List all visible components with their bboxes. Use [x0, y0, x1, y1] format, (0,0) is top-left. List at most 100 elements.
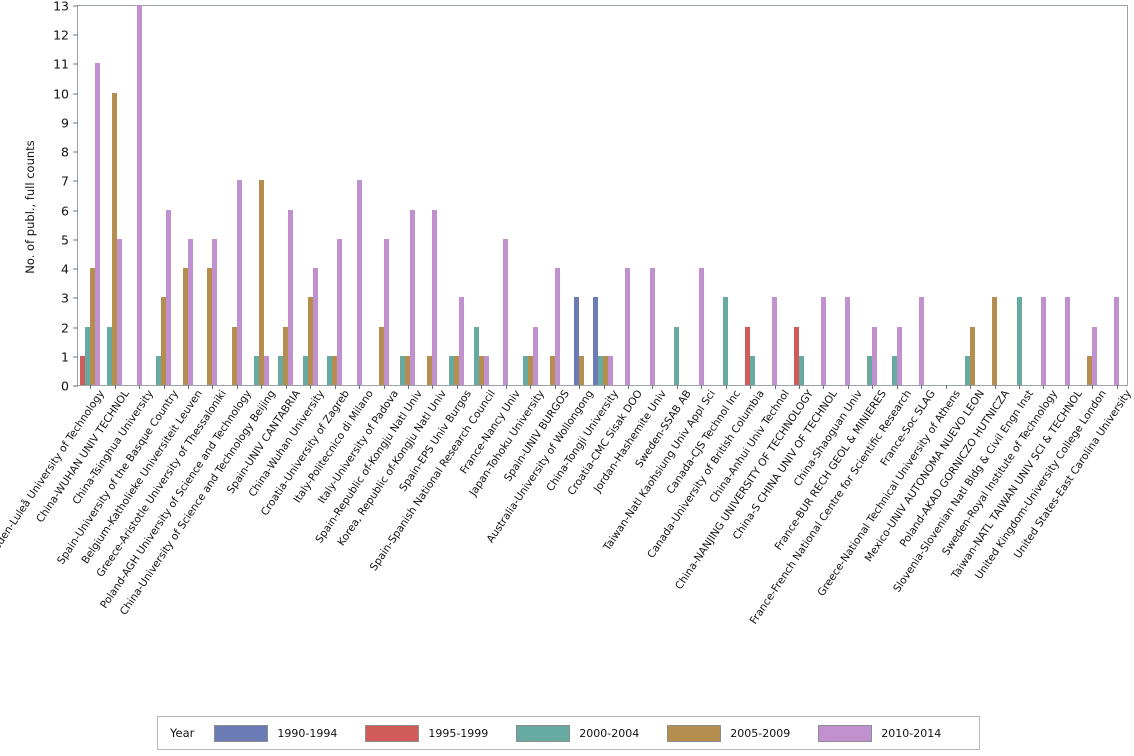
- x-axis-tick-mark: [187, 385, 189, 389]
- bar-group: [102, 6, 126, 385]
- x-axis-tick-mark: [310, 385, 312, 389]
- bar-group: [151, 6, 175, 385]
- bar-group: [494, 6, 518, 385]
- x-axis-tick-mark: [261, 385, 263, 389]
- bar-group: [1031, 6, 1055, 385]
- y-axis-tick-label: 3: [61, 290, 69, 306]
- x-axis-tick-mark: [481, 385, 483, 389]
- bar-group: [762, 6, 786, 385]
- y-axis-title: No. of publ., full counts: [23, 140, 37, 274]
- x-axis-tick-mark: [750, 385, 752, 389]
- bar-group: [347, 6, 371, 385]
- bar-group: [200, 6, 224, 385]
- bar-group: [396, 6, 420, 385]
- bar: [432, 209, 438, 385]
- y-axis-tick-label: 0: [61, 378, 69, 394]
- x-axis-tick-mark: [285, 385, 287, 389]
- y-axis-tick-mark: [73, 151, 78, 153]
- bar: [1114, 297, 1120, 385]
- y-axis-tick-label: 4: [61, 261, 69, 277]
- bar: [258, 180, 264, 385]
- y-axis-tick-mark: [73, 5, 78, 7]
- legend-label: 1990-1994: [277, 726, 338, 740]
- legend-item[interactable]: 1995-1999: [365, 724, 488, 742]
- bar: [674, 326, 680, 385]
- legend-item[interactable]: 1990-1994: [214, 724, 338, 742]
- bar: [820, 297, 826, 385]
- x-axis-tick-mark: [725, 385, 727, 389]
- bar-group: [176, 6, 200, 385]
- bar: [799, 355, 805, 385]
- bar-group: [371, 6, 395, 385]
- bar-group: [787, 6, 811, 385]
- x-axis-tick-mark: [407, 385, 409, 389]
- bar: [625, 268, 631, 385]
- bar: [549, 355, 555, 385]
- bar: [532, 326, 538, 385]
- x-axis-tick-mark: [676, 385, 678, 389]
- bar: [236, 180, 242, 385]
- x-axis-tick-mark: [359, 385, 361, 389]
- bar: [750, 355, 756, 385]
- bar: [965, 355, 971, 385]
- bar: [302, 355, 308, 385]
- x-axis-tick-mark: [799, 385, 801, 389]
- y-axis-tick-label: 6: [61, 203, 69, 219]
- legend-item[interactable]: 2005-2009: [667, 724, 791, 742]
- legend-item[interactable]: 2010-2014: [818, 724, 942, 742]
- legend-item[interactable]: 2000-2004: [516, 724, 639, 742]
- legend-swatch: [214, 724, 269, 742]
- bar: [449, 355, 455, 385]
- bar-group: [298, 6, 322, 385]
- bar: [312, 268, 318, 385]
- bar: [107, 326, 113, 385]
- bar-group: [225, 6, 249, 385]
- bar: [970, 326, 976, 385]
- bar: [649, 268, 655, 385]
- x-axis-tick-mark: [579, 385, 581, 389]
- bar: [1016, 297, 1022, 385]
- bar: [327, 355, 333, 385]
- y-axis-tick-mark: [73, 385, 78, 387]
- y-axis-tick-label: 8: [61, 144, 69, 160]
- bar: [603, 355, 609, 385]
- bar-group: [982, 6, 1006, 385]
- bar: [918, 297, 924, 385]
- bar: [378, 326, 384, 385]
- y-axis-tick-label: 2: [61, 320, 69, 336]
- bar: [554, 268, 560, 385]
- bar: [356, 180, 362, 385]
- x-axis-tick-mark: [334, 385, 336, 389]
- bar-group: [958, 6, 982, 385]
- legend-label: 2010-2014: [881, 726, 942, 740]
- bar: [522, 355, 528, 385]
- bar: [283, 326, 289, 385]
- x-axis-tick-mark: [1043, 385, 1045, 389]
- bar: [112, 92, 118, 385]
- bar-group: [713, 6, 737, 385]
- legend-swatch: [818, 724, 873, 742]
- y-axis-tick-mark: [73, 297, 78, 299]
- x-axis-tick-mark: [627, 385, 629, 389]
- bar: [161, 297, 167, 385]
- x-axis-tick-mark: [994, 385, 996, 389]
- x-axis-tick-mark: [847, 385, 849, 389]
- bar: [896, 326, 902, 385]
- bar-group: [78, 6, 102, 385]
- bar: [231, 326, 237, 385]
- bar: [772, 297, 778, 385]
- bar-group: [616, 6, 640, 385]
- x-axis-tick-mark: [1067, 385, 1069, 389]
- x-axis-tick-mark: [456, 385, 458, 389]
- bar: [745, 326, 751, 385]
- x-axis-tick-mark: [90, 385, 92, 389]
- y-axis-tick-mark: [73, 180, 78, 182]
- legend-label: 2005-2009: [730, 726, 791, 740]
- bar: [95, 63, 101, 385]
- bar: [405, 355, 411, 385]
- bar-group: [885, 6, 909, 385]
- bar-group: [836, 6, 860, 385]
- bar: [1040, 297, 1046, 385]
- bar: [459, 297, 465, 385]
